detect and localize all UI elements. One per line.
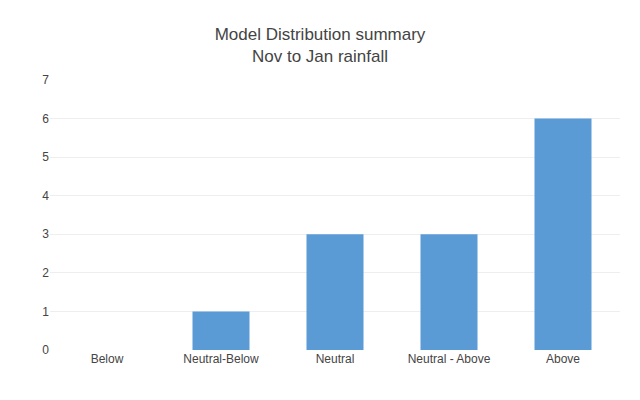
svg-text:5: 5 bbox=[42, 150, 49, 164]
svg-text:7: 7 bbox=[42, 73, 49, 87]
svg-text:Neutral: Neutral bbox=[316, 352, 355, 366]
svg-text:Neutral - Above: Neutral - Above bbox=[408, 352, 491, 366]
svg-text:4: 4 bbox=[42, 189, 49, 203]
svg-text:2: 2 bbox=[42, 266, 49, 280]
svg-text:0: 0 bbox=[42, 343, 49, 357]
svg-text:6: 6 bbox=[42, 112, 49, 126]
svg-text:1: 1 bbox=[42, 305, 49, 319]
svg-text:3: 3 bbox=[42, 227, 49, 241]
svg-text:Model Distribution summaryNov: Model Distribution summaryNov to Jan rai… bbox=[215, 25, 426, 66]
svg-text:Above: Above bbox=[546, 352, 580, 366]
svg-text:Neutral-Below: Neutral-Below bbox=[183, 352, 259, 366]
svg-text:Below: Below bbox=[91, 352, 124, 366]
